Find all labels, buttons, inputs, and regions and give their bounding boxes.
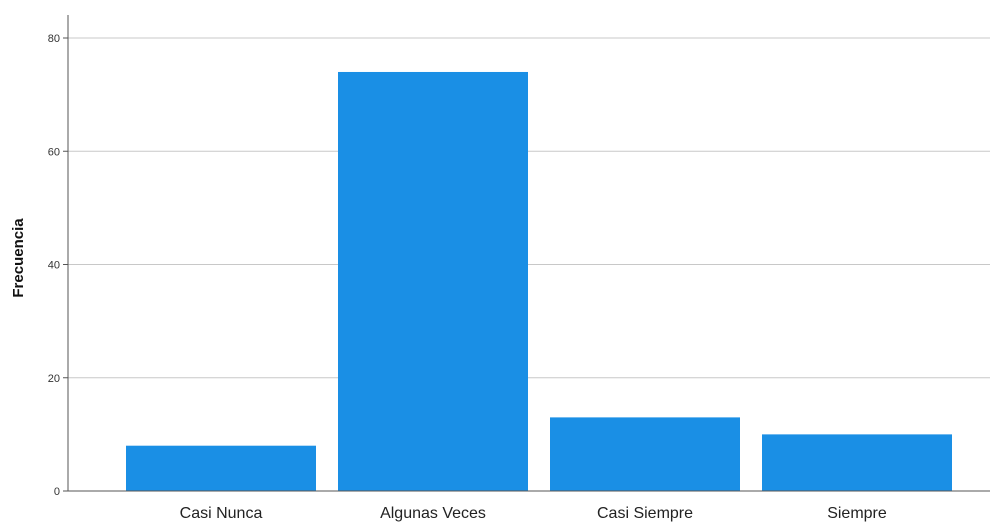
y-tick-label-0: 0 — [54, 486, 60, 498]
y-tick-label-80: 80 — [48, 33, 60, 45]
y-axis-title: Frecuencia — [10, 218, 27, 298]
y-tick-labels: 0 20 40 60 80 — [48, 33, 60, 498]
x-tick-label-algunas-veces: Algunas Veces — [380, 505, 486, 522]
x-tick-label-siempre: Siempre — [827, 505, 887, 522]
y-tick-label-20: 20 — [48, 373, 60, 385]
bar-siempre — [762, 434, 952, 491]
x-tick-label-casi-nunca: Casi Nunca — [180, 505, 263, 522]
bar-algunas-veces — [338, 71, 528, 491]
axes — [63, 15, 990, 492]
bars — [126, 71, 952, 491]
gridlines — [68, 37, 990, 379]
bar-casi-siempre — [550, 417, 740, 491]
y-tick-label-60: 60 — [48, 146, 60, 158]
x-tick-labels: Casi Nunca Algunas Veces Casi Siempre Siemp… — [180, 505, 887, 522]
bar-casi-nunca — [126, 445, 316, 491]
y-tick-label-40: 40 — [48, 260, 60, 272]
x-tick-label-casi-siempre: Casi Siempre — [597, 505, 693, 522]
